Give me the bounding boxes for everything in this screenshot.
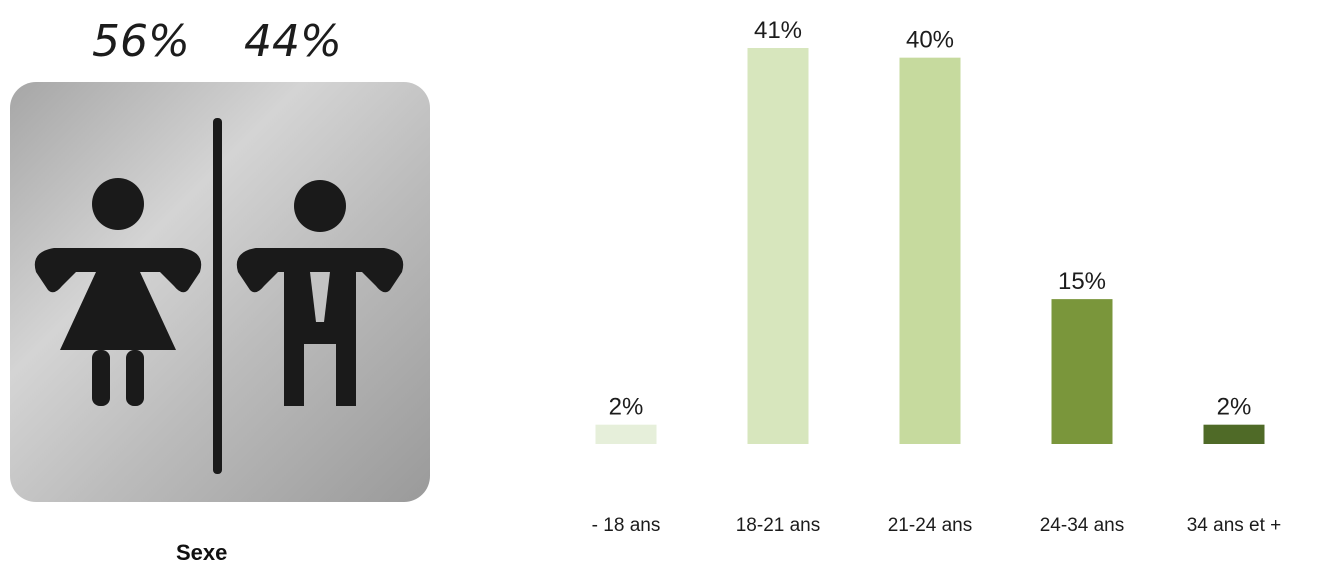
category-label-1: - 18 ans	[592, 515, 661, 536]
bar-value-label-3: 40%	[906, 27, 954, 54]
category-label-4: 24-34 ans	[1040, 515, 1125, 536]
category-label-5: 34 ans et +	[1187, 515, 1282, 536]
male-percentage: 44%	[244, 16, 342, 67]
female-percentage: 56%	[92, 16, 190, 67]
bar-5	[1203, 424, 1265, 444]
divider-line	[213, 118, 222, 474]
bar-3	[899, 57, 961, 444]
bar-value-label-2: 41%	[754, 17, 802, 44]
bar-value-label-5: 2%	[1217, 394, 1252, 421]
bar-value-label-4: 15%	[1058, 268, 1106, 295]
category-label-3: 21-24 ans	[888, 515, 973, 536]
category-label-2: 18-21 ans	[736, 515, 821, 536]
bar-4	[1051, 299, 1113, 444]
male-figure-icon	[236, 180, 404, 406]
bar-value-label-1: 2%	[609, 394, 644, 421]
sex-label: Sexe	[176, 540, 228, 565]
restroom-sign-icon	[10, 82, 430, 502]
age-distribution-chart: 2% - 18 ans 41% 18-21 ans 40% 21-24 ans 15% 24-…	[592, 17, 1282, 536]
bar-1	[595, 424, 657, 444]
female-figure-icon	[34, 178, 202, 406]
bar-2	[747, 48, 809, 444]
